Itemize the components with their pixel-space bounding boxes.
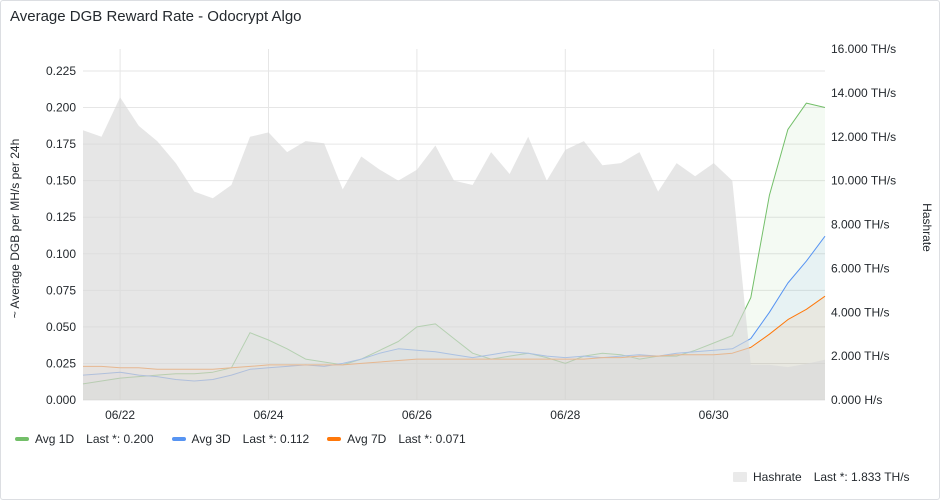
legend-last-avg-7d: Last *: 0.071 <box>398 432 466 446</box>
y2-tick-label: 10.000 TH/s <box>831 174 896 188</box>
y-tick-label: 0.100 <box>46 247 76 261</box>
x-tick-label: 06/28 <box>550 408 580 421</box>
y2-tick-label: 16.000 TH/s <box>831 42 896 56</box>
y-tick-label: 0.000 <box>46 393 76 407</box>
y2-tick-label: 12.000 TH/s <box>831 130 896 144</box>
y2-tick-label: 6.000 TH/s <box>831 261 889 275</box>
panel-title[interactable]: Average DGB Reward Rate - Odocrypt Algo <box>10 8 302 25</box>
legend-label-avg-1d: Avg 1D <box>35 432 75 446</box>
legend-swatch-hashrate <box>733 472 747 482</box>
y-axis-label: ~ Average DGB per MH/s per 24h <box>8 139 22 319</box>
legend-item-avg-7d[interactable]: Avg 7D Last *: 0.071 <box>327 432 466 446</box>
legend-swatch-avg-3d <box>171 437 186 441</box>
y2-tick-label: 4.000 TH/s <box>831 305 889 319</box>
y-tick-label: 0.075 <box>46 283 76 297</box>
legend-last-hashrate: Last *: 1.833 TH/s <box>813 470 910 484</box>
legend-item-avg-3d[interactable]: Avg 3D Last *: 0.112 <box>171 432 310 446</box>
legend-item-avg-1d[interactable]: Avg 1D Last *: 0.200 <box>15 432 154 446</box>
y-tick-label: 0.125 <box>46 210 76 224</box>
y2-axis-label: Hashrate <box>920 203 934 252</box>
y2-tick-label: 8.000 TH/s <box>831 218 889 232</box>
y-tick-label: 0.200 <box>46 101 76 115</box>
x-tick-label: 06/30 <box>699 408 729 421</box>
x-tick-label: 06/22 <box>105 408 135 421</box>
legend: Avg 1D Last *: 0.200 Avg 3D Last *: 0.11… <box>15 432 466 446</box>
y-tick-label: 0.175 <box>46 137 76 151</box>
x-tick-label: 06/26 <box>402 408 432 421</box>
legend-label-hashrate: Hashrate <box>753 470 802 484</box>
y-tick-label: 0.225 <box>46 64 76 78</box>
legend-swatch-avg-7d <box>327 437 342 441</box>
y-tick-label: 0.050 <box>46 320 76 334</box>
legend-last-avg-1d: Last *: 0.200 <box>86 432 154 446</box>
x-tick-label: 06/24 <box>253 408 283 421</box>
y2-tick-label: 2.000 TH/s <box>831 349 889 363</box>
chart-svg: 0.000 0.025 0.050 0.075 0.100 0.125 0.150 0.175… <box>8 42 934 421</box>
y2-tick-label: 14.000 TH/s <box>831 86 896 100</box>
legend-swatch-avg-1d <box>15 437 29 441</box>
legend-label-avg-3d: Avg 3D <box>191 432 231 446</box>
y2-tick-label: 0.000 H/s <box>831 393 882 407</box>
y-tick-label: 0.150 <box>46 174 76 188</box>
series-area-hashrate <box>83 97 825 401</box>
legend-label-avg-7d: Avg 7D <box>347 432 387 446</box>
legend-last-avg-3d: Last *: 0.112 <box>242 432 310 446</box>
legend-item-hashrate[interactable]: Hashrate Last *: 1.833 TH/s <box>733 470 910 484</box>
y-tick-label: 0.025 <box>46 356 76 370</box>
